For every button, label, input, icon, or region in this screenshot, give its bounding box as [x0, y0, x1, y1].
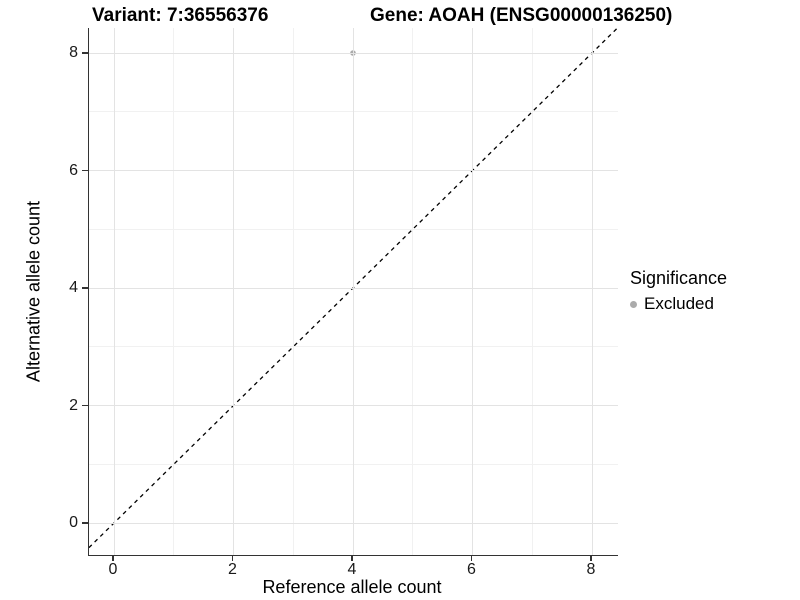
x-tick-label: 4 [347, 561, 357, 578]
x-tick-label: 8 [586, 561, 596, 578]
v-gridline-minor [292, 28, 294, 555]
legend: Significance Excluded [630, 268, 727, 314]
x-tick-label: 2 [228, 561, 237, 578]
y-tick-label: 4 [69, 279, 78, 296]
x-tick-mark [231, 556, 234, 561]
plot-layer [89, 28, 618, 549]
h-gridline-minor [89, 228, 618, 230]
h-gridline-major [89, 170, 618, 171]
v-gridline-major [352, 28, 354, 555]
v-gridline-major [472, 28, 473, 555]
legend-item-excluded: Excluded [630, 294, 727, 314]
legend-key-dot-icon [630, 300, 637, 308]
x-axis-title: Reference allele count [262, 577, 442, 597]
x-tick-label: 6 [467, 561, 476, 578]
plot-panel [88, 28, 618, 556]
v-gridline-minor [531, 28, 533, 555]
y-tick-label: 0 [69, 514, 78, 531]
h-gridline-major [89, 52, 618, 54]
h-gridline-minor [89, 111, 618, 113]
h-gridline-major [89, 522, 618, 524]
x-tick-mark [351, 556, 353, 561]
v-gridline-major [233, 28, 234, 555]
y-tick-mark [82, 52, 88, 54]
x-tick-mark [112, 556, 114, 561]
y-tick-mark [82, 522, 88, 524]
h-gridline-minor [89, 463, 618, 465]
gene-title: Gene: AOAH (ENSG00000136250) [370, 5, 673, 26]
legend-item-label: Excluded [644, 294, 714, 313]
y-tick-mark [82, 404, 88, 407]
h-gridline-major [89, 405, 618, 406]
v-gridline-major [113, 28, 115, 555]
x-tick-mark [590, 556, 592, 561]
y-tick-mark [82, 169, 88, 172]
y-tick-label: 6 [69, 161, 78, 179]
v-gridline-minor [412, 28, 414, 555]
v-gridline-major [591, 28, 593, 555]
y-tick-label: 2 [69, 396, 78, 414]
h-gridline-major [89, 287, 618, 289]
y-tick-label: 8 [69, 44, 78, 61]
y-tick-mark [82, 287, 88, 289]
v-gridline-minor [173, 28, 175, 555]
y-axis-title: Alternative allele count [23, 200, 44, 383]
x-tick-label: 0 [108, 561, 118, 578]
h-gridline-minor [89, 346, 618, 348]
legend-title: Significance [630, 268, 728, 288]
variant-title: Variant: 7:36556376 [92, 5, 269, 26]
x-tick-mark [470, 556, 473, 561]
